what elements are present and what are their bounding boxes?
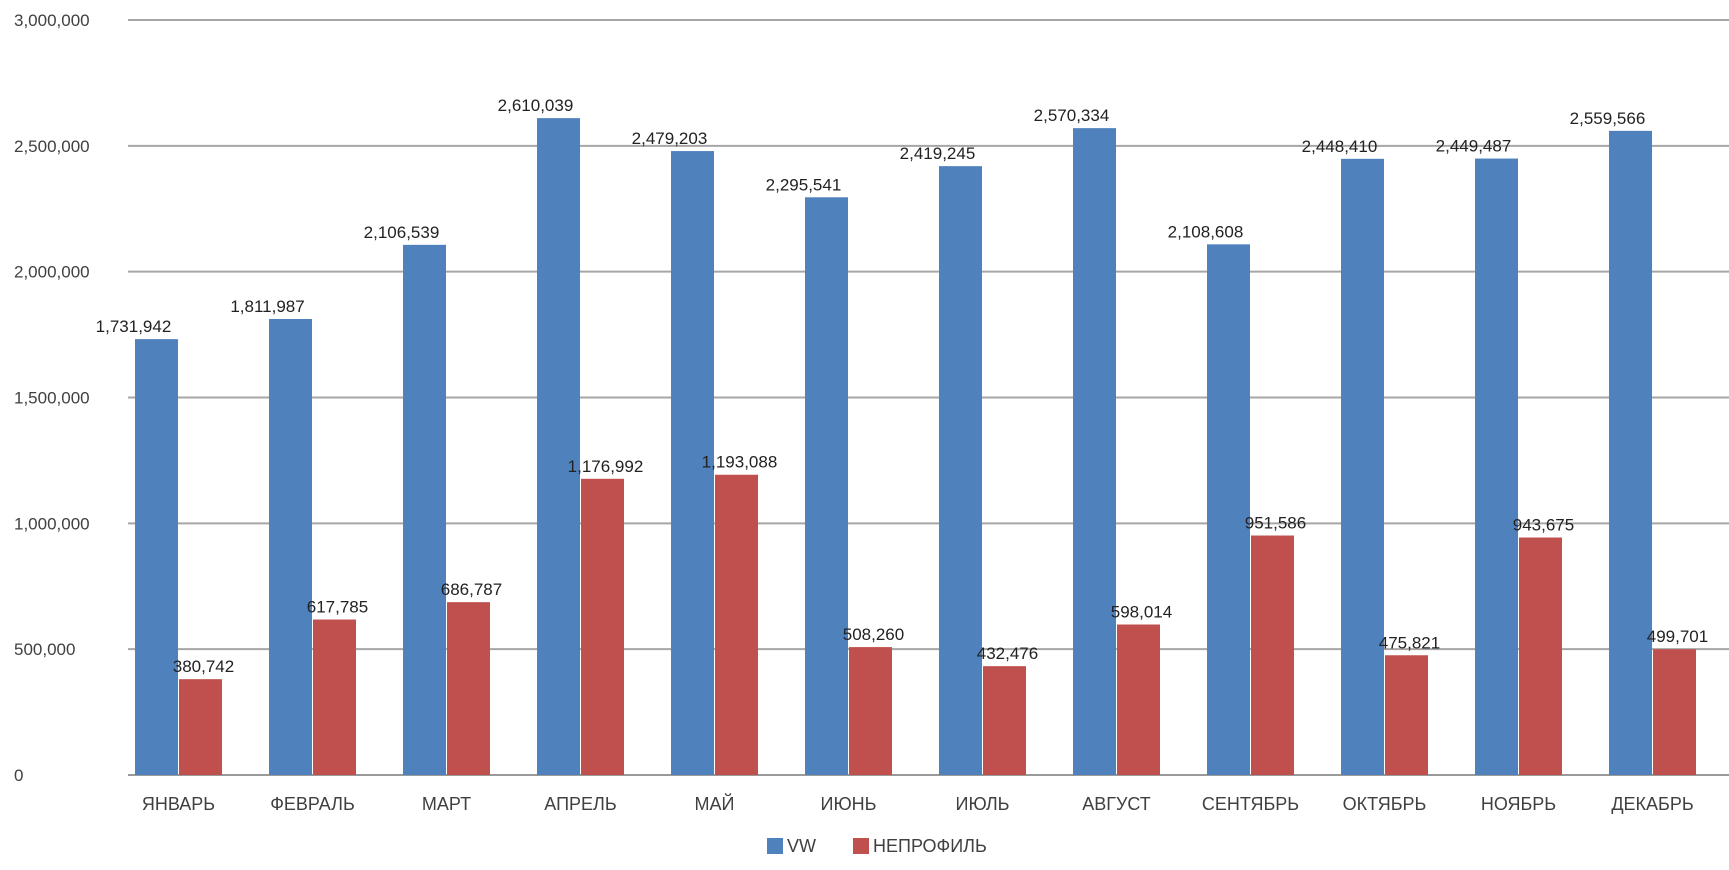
data-label: 2,295,541 <box>766 175 842 194</box>
x-tick-label: МАРТ <box>422 794 471 814</box>
bar-neprofil <box>1519 537 1562 775</box>
x-tick-label: МАЙ <box>695 793 735 814</box>
bar-neprofil <box>447 602 490 775</box>
bar-vw <box>1609 130 1652 776</box>
bar-vw <box>403 244 446 775</box>
y-tick-label: 3,000,000 <box>14 11 90 30</box>
bar-neprofil <box>715 474 758 775</box>
data-label: 1,811,987 <box>230 297 304 316</box>
y-tick-label: 0 <box>14 766 23 785</box>
bar-neprofil <box>849 647 892 775</box>
data-label: 380,742 <box>173 657 234 676</box>
bar-neprofil <box>1385 655 1428 775</box>
x-tick-label: АВГУСТ <box>1082 794 1151 814</box>
legend-label: НЕПРОФИЛЬ <box>873 836 987 856</box>
bar-vw <box>269 318 312 775</box>
data-label: 951,586 <box>1245 514 1306 533</box>
data-label: 2,448,410 <box>1302 137 1378 156</box>
bar-neprofil <box>581 478 624 775</box>
data-label: 943,675 <box>1513 516 1574 535</box>
bar-neprofil <box>1117 624 1160 775</box>
bar-vw <box>1475 158 1518 775</box>
bar-neprofil <box>179 679 222 775</box>
bar-vw <box>135 339 178 775</box>
data-label: 2,570,334 <box>1034 106 1110 125</box>
data-label: 508,260 <box>843 625 904 644</box>
x-tick-label: ОКТЯБРЬ <box>1343 794 1427 814</box>
data-label: 2,106,539 <box>364 223 440 242</box>
y-tick-label: 500,000 <box>14 640 75 659</box>
legend: VW НЕПРОФИЛЬ <box>767 836 987 856</box>
data-labels: 1,731,942 380,742 1,811,987 617,785 2,106,53… <box>96 96 1709 676</box>
data-label: 2,559,566 <box>1570 109 1646 128</box>
x-tick-label: ФЕВРАЛЬ <box>270 794 355 814</box>
y-tick-label: 2,500,000 <box>14 137 90 156</box>
data-label: 1,731,942 <box>96 317 172 336</box>
data-label: 2,610,039 <box>498 96 574 115</box>
bar-vw <box>1073 128 1116 775</box>
y-axis-tick-labels: 0 500,000 1,000,000 1,500,000 2,000,000 2,500… <box>14 11 90 785</box>
data-label: 2,108,608 <box>1168 222 1244 241</box>
legend-swatch <box>767 838 783 854</box>
data-label: 2,449,487 <box>1436 137 1512 156</box>
bars <box>135 118 1696 776</box>
x-tick-label: ИЮНЬ <box>821 794 877 814</box>
bar-vw <box>1207 244 1250 776</box>
data-label: 2,419,245 <box>900 144 976 163</box>
data-label: 475,821 <box>1379 633 1440 652</box>
bar-neprofil <box>1653 649 1696 775</box>
data-label: 1,193,088 <box>702 453 778 472</box>
data-label: 1,176,992 <box>568 457 644 476</box>
x-tick-label: ИЮЛЬ <box>956 794 1010 814</box>
y-tick-label: 1,000,000 <box>14 514 90 533</box>
x-tick-label: СЕНТЯБРЬ <box>1202 794 1299 814</box>
bar-vw <box>1341 158 1384 775</box>
data-label: 686,787 <box>441 580 502 599</box>
data-label: 499,701 <box>1647 627 1708 646</box>
data-label: 432,476 <box>977 644 1038 663</box>
gridlines <box>128 19 1729 776</box>
data-label: 598,014 <box>1111 602 1172 621</box>
bar-vw <box>537 118 580 775</box>
bar-vw <box>805 197 848 776</box>
bar-neprofil <box>1251 535 1294 775</box>
legend-label: VW <box>787 836 816 856</box>
legend-swatch <box>853 838 869 854</box>
x-tick-label: АПРЕЛЬ <box>544 794 616 814</box>
bar-vw <box>939 166 982 775</box>
bar-neprofil <box>313 619 356 775</box>
x-axis-category-labels: ЯНВАРЬ ФЕВРАЛЬ МАРТ АПРЕЛЬ МАЙ ИЮНЬ ИЮЛЬ АВГУСТ… <box>142 793 1694 814</box>
x-tick-label: НОЯБРЬ <box>1481 794 1556 814</box>
y-tick-label: 1,500,000 <box>14 389 90 408</box>
data-label: 617,785 <box>307 598 368 617</box>
x-tick-label: ДЕКАБРЬ <box>1611 794 1693 814</box>
bar-vw <box>671 151 714 775</box>
bar-neprofil <box>983 666 1026 775</box>
x-tick-label: ЯНВАРЬ <box>142 794 215 814</box>
data-label: 2,479,203 <box>632 129 708 148</box>
y-tick-label: 2,000,000 <box>14 263 90 282</box>
